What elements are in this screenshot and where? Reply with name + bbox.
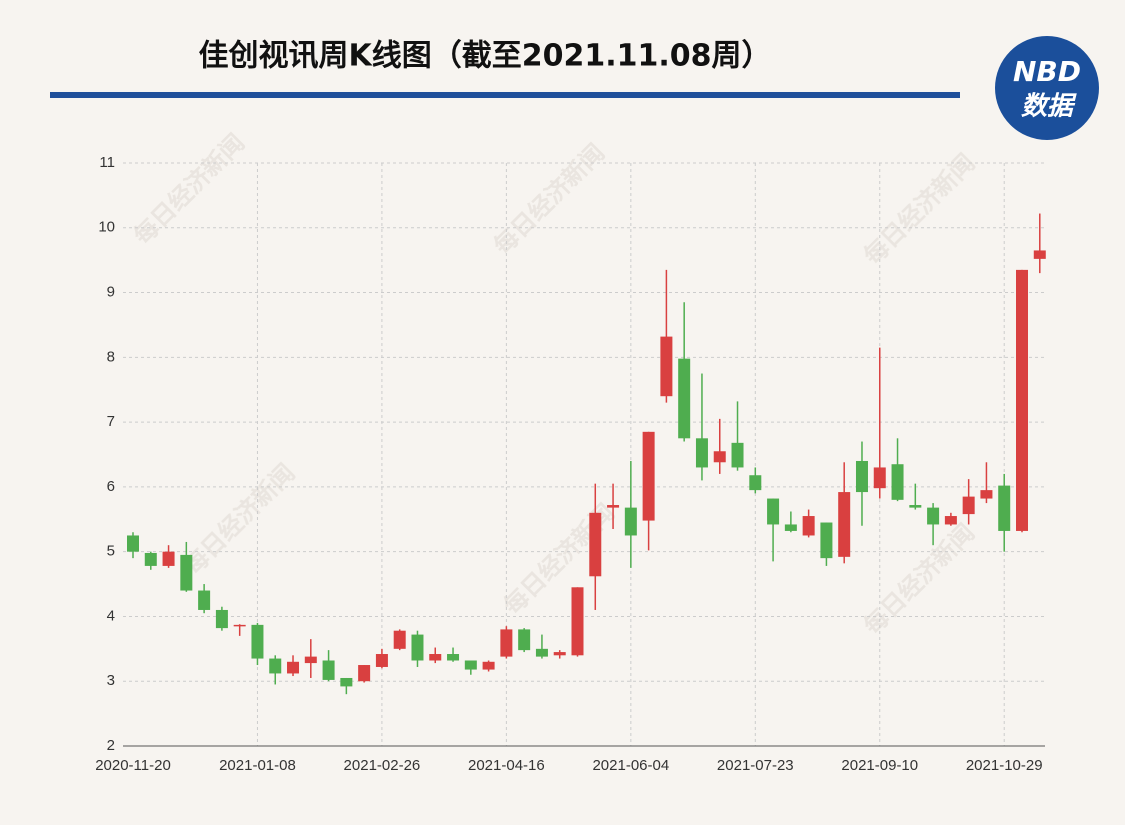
candle-body [269, 658, 282, 674]
logo-text: 数据 [1021, 92, 1077, 122]
candle-body [855, 460, 868, 493]
candle-body [642, 431, 655, 521]
candle-body [447, 654, 460, 661]
chart-title: 佳创视讯周K线图（截至2021.11.08周） [198, 39, 771, 74]
candle-body [1016, 269, 1028, 531]
x-tick-label: 2021-10-29 [966, 757, 1043, 774]
x-tick-label: 2021-02-26 [344, 757, 421, 774]
y-tick-label: 7 [107, 413, 115, 430]
candle-body [375, 654, 388, 667]
candle-body [233, 624, 246, 627]
candle-body [678, 358, 691, 439]
y-tick-label: 10 [98, 219, 115, 236]
candle-body [340, 677, 353, 687]
candle-body [358, 665, 371, 682]
candle-body [998, 485, 1011, 531]
candle-body [180, 554, 193, 591]
x-tick-label: 2021-09-10 [841, 757, 918, 774]
candle-body [624, 507, 637, 536]
candle-body [518, 629, 531, 651]
candle-body [144, 552, 157, 566]
candle-body [393, 630, 406, 649]
y-tick-label: 8 [107, 348, 115, 365]
candle-body [909, 505, 922, 508]
x-tick-label: 2021-01-08 [219, 757, 296, 774]
candle-body [127, 535, 139, 552]
candle-body [802, 516, 815, 536]
candle-body [695, 438, 708, 468]
candle-body [198, 590, 211, 610]
candle-body [838, 492, 851, 557]
candle-body [980, 490, 993, 499]
candle-body [464, 660, 477, 670]
candle-body [589, 512, 602, 577]
y-tick-label: 3 [107, 672, 115, 689]
candle-body [500, 629, 513, 657]
x-tick-label: 2021-06-04 [592, 757, 669, 774]
candle-body [660, 336, 673, 397]
candle-body [784, 524, 797, 531]
y-tick-label: 11 [99, 154, 115, 171]
y-tick-label: 2 [107, 737, 115, 754]
logo-text: NBD [1013, 55, 1081, 88]
candle-body [553, 652, 566, 656]
candle-body [322, 660, 335, 680]
candle-body [482, 661, 495, 670]
candle-body [429, 654, 442, 661]
candle-body [304, 656, 317, 664]
candle-body [251, 624, 264, 659]
title-rule [50, 92, 960, 98]
y-tick-label: 5 [107, 543, 115, 560]
candle-body [891, 464, 904, 500]
candle-body [287, 661, 300, 674]
x-tick-label: 2021-04-16 [468, 757, 545, 774]
y-tick-label: 6 [107, 478, 115, 495]
candle-body [411, 634, 424, 661]
x-tick-label: 2020-11-20 [95, 757, 171, 774]
candle-body [535, 648, 548, 657]
candle-body [215, 609, 228, 629]
candle-body [927, 507, 940, 525]
x-tick-label: 2021-07-23 [717, 757, 794, 774]
candle-body [1033, 250, 1046, 259]
candle-body [607, 505, 620, 508]
logo-circle [995, 36, 1099, 140]
candle-body [767, 498, 780, 525]
candle-body [962, 496, 975, 515]
y-tick-label: 4 [107, 607, 115, 624]
candle-body [820, 522, 833, 559]
candle-body [571, 587, 584, 656]
candle-body [944, 516, 957, 525]
candle-body [749, 475, 762, 491]
candle-body [162, 551, 175, 566]
candle-body [713, 451, 726, 463]
y-tick-label: 9 [107, 284, 115, 301]
candle-body [873, 467, 886, 489]
candle-body [731, 442, 744, 468]
